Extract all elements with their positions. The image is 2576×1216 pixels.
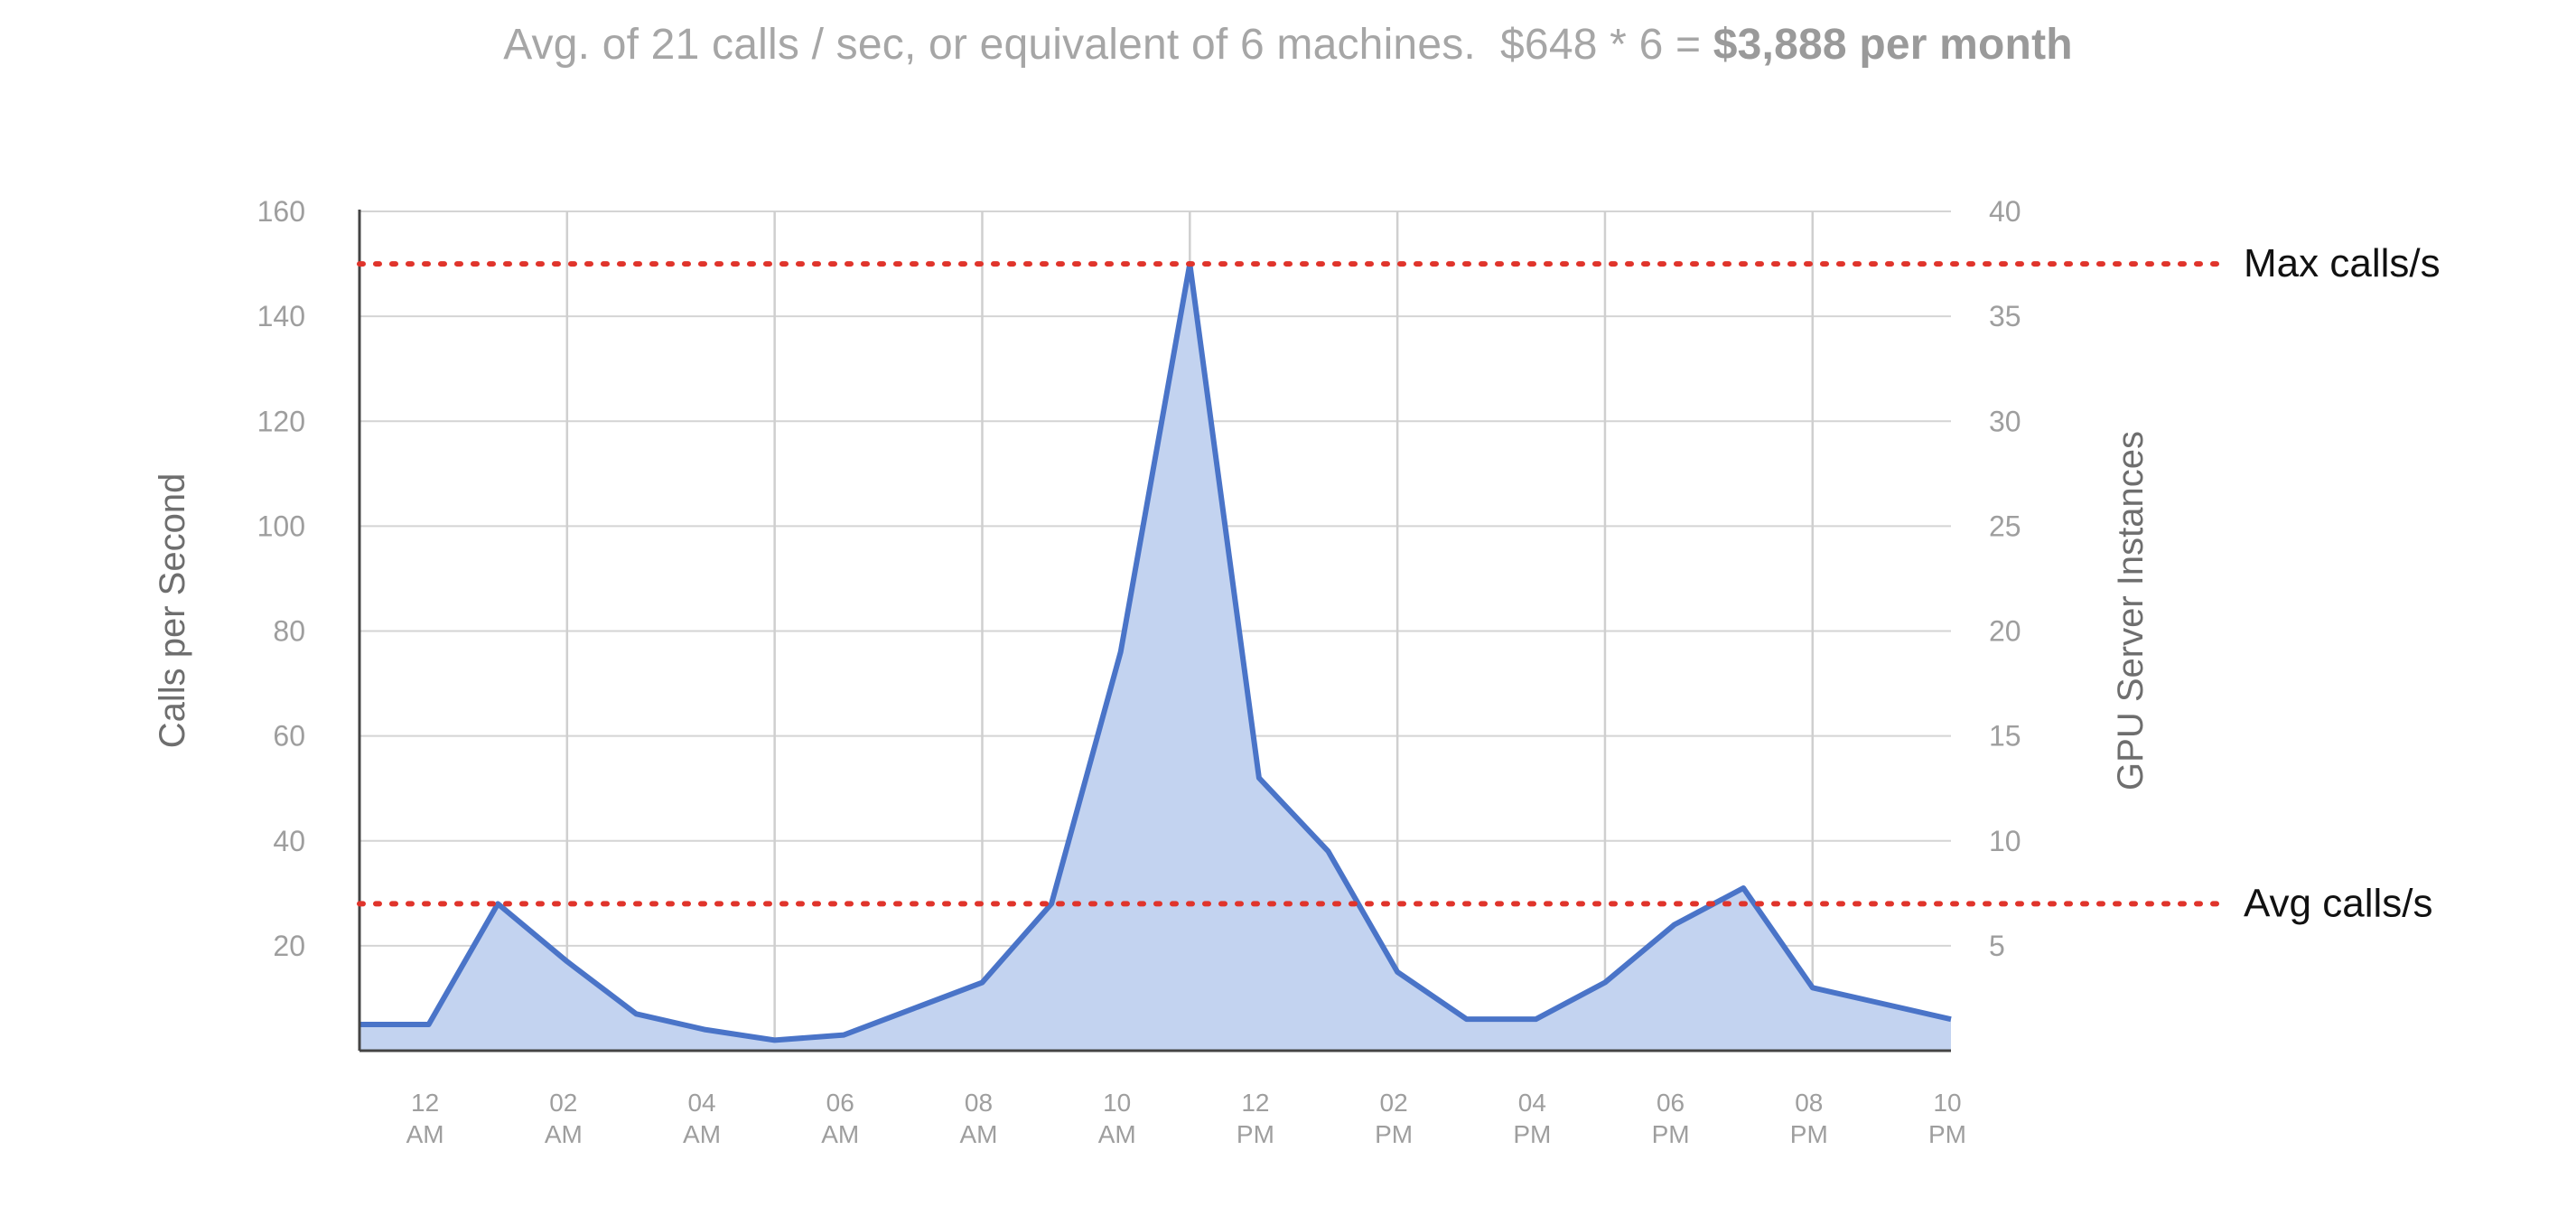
y-tick-label: 60 <box>273 720 305 753</box>
title-prefix: Avg. of 21 calls / sec, or equivalent of… <box>503 21 1713 69</box>
y2-tick-label: 20 <box>1989 615 2021 648</box>
y-tick-label: 20 <box>273 930 305 962</box>
x-tick-label: 12 <box>1241 1089 1269 1117</box>
x-tick-label: 06 <box>1657 1089 1685 1117</box>
y2-axis-title: GPU Server Instances <box>2111 431 2151 790</box>
reference-label: Max calls/s <box>2244 241 2441 285</box>
y2-tick-label: 35 <box>1989 300 2021 332</box>
title-total: $3,888 per month <box>1713 21 2073 69</box>
x-tick-label: AM <box>683 1120 721 1148</box>
x-tick-label: PM <box>1513 1120 1551 1148</box>
x-tick-label: PM <box>1375 1120 1413 1148</box>
series-fill <box>359 264 1951 1051</box>
x-tick-label: PM <box>1928 1120 1966 1148</box>
x-tick-label: AM <box>821 1120 859 1148</box>
x-tick-label: 06 <box>826 1089 854 1117</box>
x-tick-label: PM <box>1790 1120 1828 1148</box>
x-tick-label: AM <box>545 1120 583 1148</box>
y-tick-label: 140 <box>257 300 305 332</box>
x-tick-label: 08 <box>965 1089 993 1117</box>
y-tick-label: 80 <box>273 615 305 648</box>
x-tick-label: 04 <box>687 1089 715 1117</box>
x-tick-label: 02 <box>1380 1089 1408 1117</box>
axes <box>358 210 1951 1052</box>
y2-tick-label: 25 <box>1989 510 2021 542</box>
y2-tick-label: 40 <box>1989 195 2021 228</box>
reference-label: Avg calls/s <box>2244 881 2433 925</box>
y-axis-title: Calls per Second <box>153 473 192 749</box>
x-tick-label: AM <box>1098 1120 1136 1148</box>
y2-tick-label: 15 <box>1989 720 2021 753</box>
chart-title: Avg. of 21 calls / sec, or equivalent of… <box>0 20 2576 70</box>
series-area <box>359 261 1952 1051</box>
x-tick-label: 10 <box>1103 1089 1131 1117</box>
y2-tick-label: 10 <box>1989 825 2021 857</box>
y-tick-label: 100 <box>257 510 305 542</box>
x-tick-label: PM <box>1237 1120 1274 1148</box>
x-tick-label: 08 <box>1795 1089 1823 1117</box>
x-tick-label: 12 <box>411 1089 439 1117</box>
reference-lines: Max calls/s Avg calls/s <box>357 241 2441 925</box>
x-tick-label: AM <box>406 1120 444 1148</box>
y2-tick-label: 5 <box>1989 930 2005 962</box>
y2-tick-label: 30 <box>1989 405 2021 437</box>
x-tick-label: 02 <box>549 1089 577 1117</box>
x-tick-label: AM <box>959 1120 997 1148</box>
y-tick-label: 40 <box>273 825 305 857</box>
x-tick-label: 04 <box>1518 1089 1546 1117</box>
y-tick-label: 160 <box>257 195 305 228</box>
tick-labels: 20 40 60 80 100 120 140 160 5 10 15 20 25 30 35 40 12 AM 0… <box>257 195 2021 1148</box>
x-tick-label: PM <box>1652 1120 1690 1148</box>
x-tick-label: 10 <box>1933 1089 1961 1117</box>
series-line <box>359 261 1952 1043</box>
y-tick-label: 120 <box>257 405 305 437</box>
